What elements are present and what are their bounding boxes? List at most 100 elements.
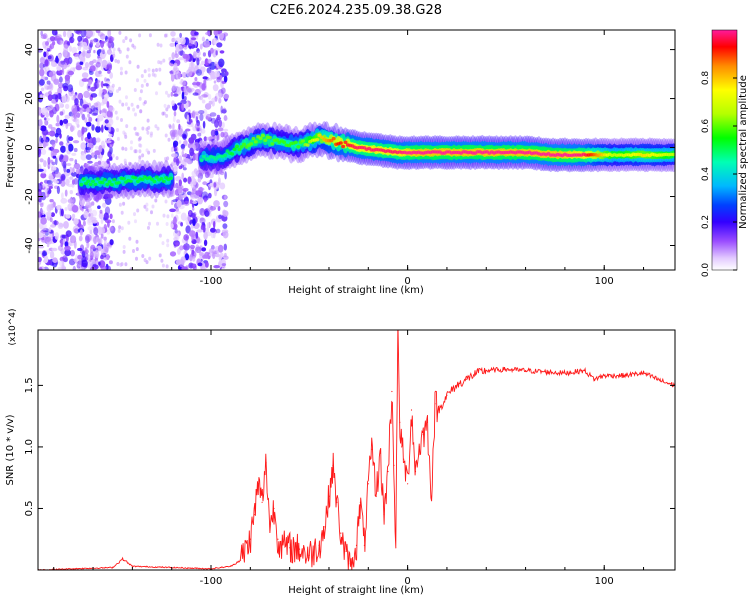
noise-speck	[124, 147, 128, 152]
noise-speck	[102, 83, 109, 87]
noise-speck	[189, 147, 195, 157]
noise-speck	[150, 210, 153, 215]
noise-speck	[49, 233, 53, 238]
noise-speck	[39, 158, 44, 163]
ridge-segment	[230, 152, 235, 156]
noise-speck	[50, 127, 57, 131]
noise-speck	[111, 219, 115, 224]
noise-speck	[214, 61, 218, 67]
noise-speck	[68, 45, 72, 52]
noise-speck	[65, 145, 69, 153]
ridge-segment	[135, 179, 140, 184]
noise-speck	[194, 77, 198, 81]
noise-speck	[218, 119, 223, 128]
noise-speck	[80, 152, 87, 161]
x-tick-label: 100	[595, 576, 614, 587]
noise-speck	[181, 133, 187, 139]
noise-speck	[122, 245, 126, 249]
noise-speck	[106, 64, 112, 69]
noise-speck	[138, 155, 142, 160]
noise-speck	[222, 210, 229, 217]
noise-speck	[54, 171, 62, 178]
noise-speck	[90, 93, 98, 98]
noise-speck	[107, 151, 112, 158]
noise-speck	[108, 157, 113, 161]
noise-speck	[213, 200, 220, 208]
noise-speck	[195, 231, 199, 239]
noise-speck	[64, 114, 71, 119]
noise-speck	[202, 254, 208, 259]
noise-speck	[95, 137, 101, 143]
noise-speck	[198, 252, 204, 256]
noise-speck	[201, 247, 207, 252]
ridge-segment	[301, 139, 305, 143]
noise-speck	[44, 69, 47, 75]
noise-speck	[127, 106, 131, 111]
ridge-segment	[154, 175, 159, 179]
noise-speck	[217, 169, 221, 178]
noise-speck	[198, 110, 205, 115]
noise-speck	[203, 231, 208, 240]
noise-speck	[194, 31, 199, 36]
noise-speck	[192, 200, 198, 204]
noise-speck	[93, 227, 99, 236]
snr-point	[112, 566, 114, 569]
noise-speck	[158, 81, 162, 86]
noise-speck	[224, 252, 227, 258]
ridge-segment	[84, 181, 88, 186]
noise-speck	[212, 252, 216, 259]
noise-speck	[164, 199, 168, 204]
noise-speck	[161, 241, 165, 246]
noise-speck	[196, 57, 200, 66]
noise-speck	[166, 214, 170, 219]
noise-speck	[64, 103, 70, 110]
noise-speck	[69, 190, 74, 195]
noise-speck	[81, 259, 88, 268]
noise-speck	[158, 253, 162, 258]
noise-speck	[147, 67, 151, 72]
snr-point	[72, 568, 74, 570]
noise-speck	[48, 186, 53, 189]
noise-speck	[44, 58, 50, 67]
noise-speck	[111, 153, 115, 158]
noise-speck	[178, 123, 181, 130]
noise-speck	[59, 76, 63, 83]
noise-speck	[203, 136, 207, 142]
noise-speck	[55, 157, 58, 166]
noise-speck	[95, 125, 101, 133]
noise-speck	[98, 260, 106, 268]
snr-point	[239, 559, 242, 561]
noise-speck	[132, 107, 136, 112]
noise-speck	[104, 77, 107, 82]
noise-speck	[166, 243, 170, 248]
noise-speck	[128, 161, 132, 166]
noise-speck	[173, 237, 178, 241]
noise-speck	[89, 251, 94, 259]
ridge-segment	[275, 138, 280, 142]
noise-speck	[62, 255, 68, 262]
noise-speck	[86, 146, 92, 151]
noise-speck	[74, 30, 81, 34]
noise-speck	[170, 162, 177, 166]
snr-point	[375, 495, 377, 497]
noise-speck	[209, 248, 215, 253]
noise-speck	[164, 158, 168, 163]
noise-speck	[183, 177, 188, 183]
noise-speck	[170, 31, 176, 37]
noise-speck	[115, 156, 119, 161]
noise-speck	[154, 124, 158, 129]
noise-speck	[145, 202, 149, 207]
noise-speck	[85, 234, 92, 242]
noise-speck	[153, 73, 157, 78]
noise-speck	[102, 202, 107, 208]
snr-point	[434, 403, 436, 405]
noise-speck	[201, 128, 206, 134]
noise-speck	[56, 66, 61, 71]
noise-speck	[196, 69, 202, 76]
noise-speck	[141, 126, 145, 131]
noise-speck	[164, 133, 168, 138]
noise-speck	[116, 262, 120, 266]
noise-speck	[191, 181, 196, 190]
noise-speck	[201, 94, 208, 98]
noise-speck	[178, 50, 185, 56]
